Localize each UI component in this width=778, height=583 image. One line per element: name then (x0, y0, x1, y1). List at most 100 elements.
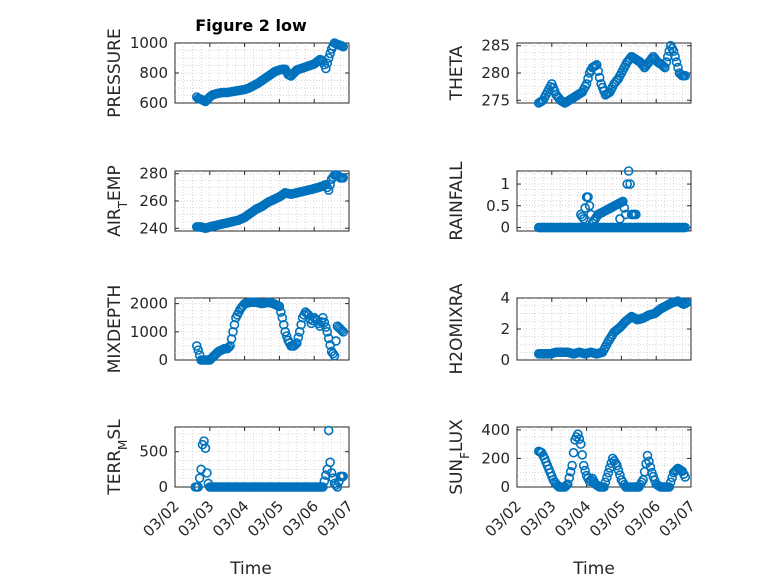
data-point (223, 342, 234, 353)
data-point (336, 471, 347, 482)
data-point (577, 211, 588, 222)
data-point (334, 322, 344, 333)
data-point (673, 222, 683, 233)
x-tick-label: 03/03 (174, 497, 217, 540)
data-point (600, 477, 611, 488)
data-point (284, 189, 295, 199)
x-tick-label: 03/07 (314, 497, 357, 540)
data-point (658, 482, 669, 492)
data-point (323, 425, 334, 436)
data-point (590, 60, 601, 71)
data-point (284, 338, 295, 348)
data-point (200, 443, 211, 453)
data-point (625, 179, 635, 189)
data-point (603, 467, 614, 478)
data-point (580, 465, 590, 476)
y-axis-label: TERRMSL (105, 419, 130, 496)
y-tick-label: 280 (481, 64, 510, 82)
data-point (645, 55, 656, 66)
data-point (574, 434, 585, 444)
data-point (671, 57, 682, 67)
data-point (229, 319, 240, 330)
y-tick-label: 280 (139, 165, 168, 183)
y-tick-label: 200 (481, 449, 510, 467)
data-point (602, 339, 612, 349)
data-point (661, 57, 672, 67)
data-point (293, 332, 304, 343)
data-point (645, 462, 656, 472)
data-point (555, 482, 566, 492)
data-point (325, 457, 335, 468)
data-point (622, 179, 633, 189)
chart-panel-air-temp: 240 260 280 AIRTEMP (105, 165, 350, 237)
y-tick-label: 0 (500, 478, 510, 496)
y-tick-label: 2 (500, 320, 510, 338)
y-axis-label: PRESSURE (105, 28, 125, 117)
data-point (664, 46, 675, 56)
data-point (191, 482, 202, 492)
data-point (549, 86, 560, 96)
y-tick-label: 400 (481, 421, 510, 439)
y-axis-label: SUNFLUX (447, 419, 472, 495)
data-point (647, 53, 657, 64)
data-point (332, 482, 343, 492)
data-point (202, 468, 212, 478)
x-tick-label: 03/05 (244, 497, 287, 540)
x-tick-label: 03/04 (209, 497, 252, 540)
data-point (567, 460, 577, 471)
data-point (678, 222, 689, 233)
x-tick-label: 03/06 (621, 497, 664, 540)
y-tick-label: 1 (500, 175, 510, 193)
y-tick-label: 240 (139, 219, 168, 237)
data-point (329, 350, 340, 361)
data-point (335, 324, 346, 334)
data-point (678, 469, 689, 479)
data-point (616, 68, 627, 78)
data-point (322, 327, 333, 337)
data-point (319, 317, 330, 328)
data-point (209, 350, 219, 361)
data-point (667, 43, 677, 54)
data-point (619, 203, 630, 213)
y-tick-label: 260 (139, 192, 168, 210)
data-point (331, 336, 341, 346)
y-tick-label: 0.5 (486, 197, 510, 215)
y-tick-label: 600 (139, 94, 168, 112)
data-point (320, 322, 331, 332)
data-point (606, 458, 617, 468)
y-tick-label: 800 (139, 64, 168, 82)
data-point (613, 465, 624, 476)
y-tick-label: 0 (158, 351, 168, 369)
x-axis-label-right: Time (572, 559, 615, 579)
data-point (194, 350, 205, 360)
x-axis-label-left: Time (229, 559, 272, 579)
data-point (200, 355, 211, 365)
data-point (226, 334, 237, 344)
chart-panel-mixdepth: 0 1000 2000 MIXDEPTH (105, 285, 350, 373)
data-point (644, 456, 654, 467)
y-axis-label: THETA (447, 45, 467, 101)
x-tick-label: 03/05 (586, 497, 629, 540)
chart-panel-rainfall: 0 0.5 1 RAINFALL (447, 161, 692, 241)
data-point (336, 173, 347, 183)
data-point (565, 466, 576, 477)
data-point (593, 66, 604, 76)
data-point (197, 355, 208, 365)
x-tick-label: 03/06 (279, 497, 322, 540)
data-point (278, 64, 289, 75)
data-point (206, 353, 217, 364)
y-tick-label: 2000 (130, 295, 168, 313)
data-point (326, 468, 337, 478)
data-point (665, 477, 676, 488)
y-tick-label: 4 (500, 289, 510, 307)
data-point (234, 307, 244, 317)
y-tick-label: 1000 (130, 323, 168, 341)
data-point (578, 460, 589, 471)
data-point (636, 477, 647, 488)
data-point (296, 319, 306, 330)
data-point (583, 73, 593, 84)
data-point (577, 450, 588, 460)
chart-panel-theta: 275 280 285 THETA (447, 37, 692, 109)
